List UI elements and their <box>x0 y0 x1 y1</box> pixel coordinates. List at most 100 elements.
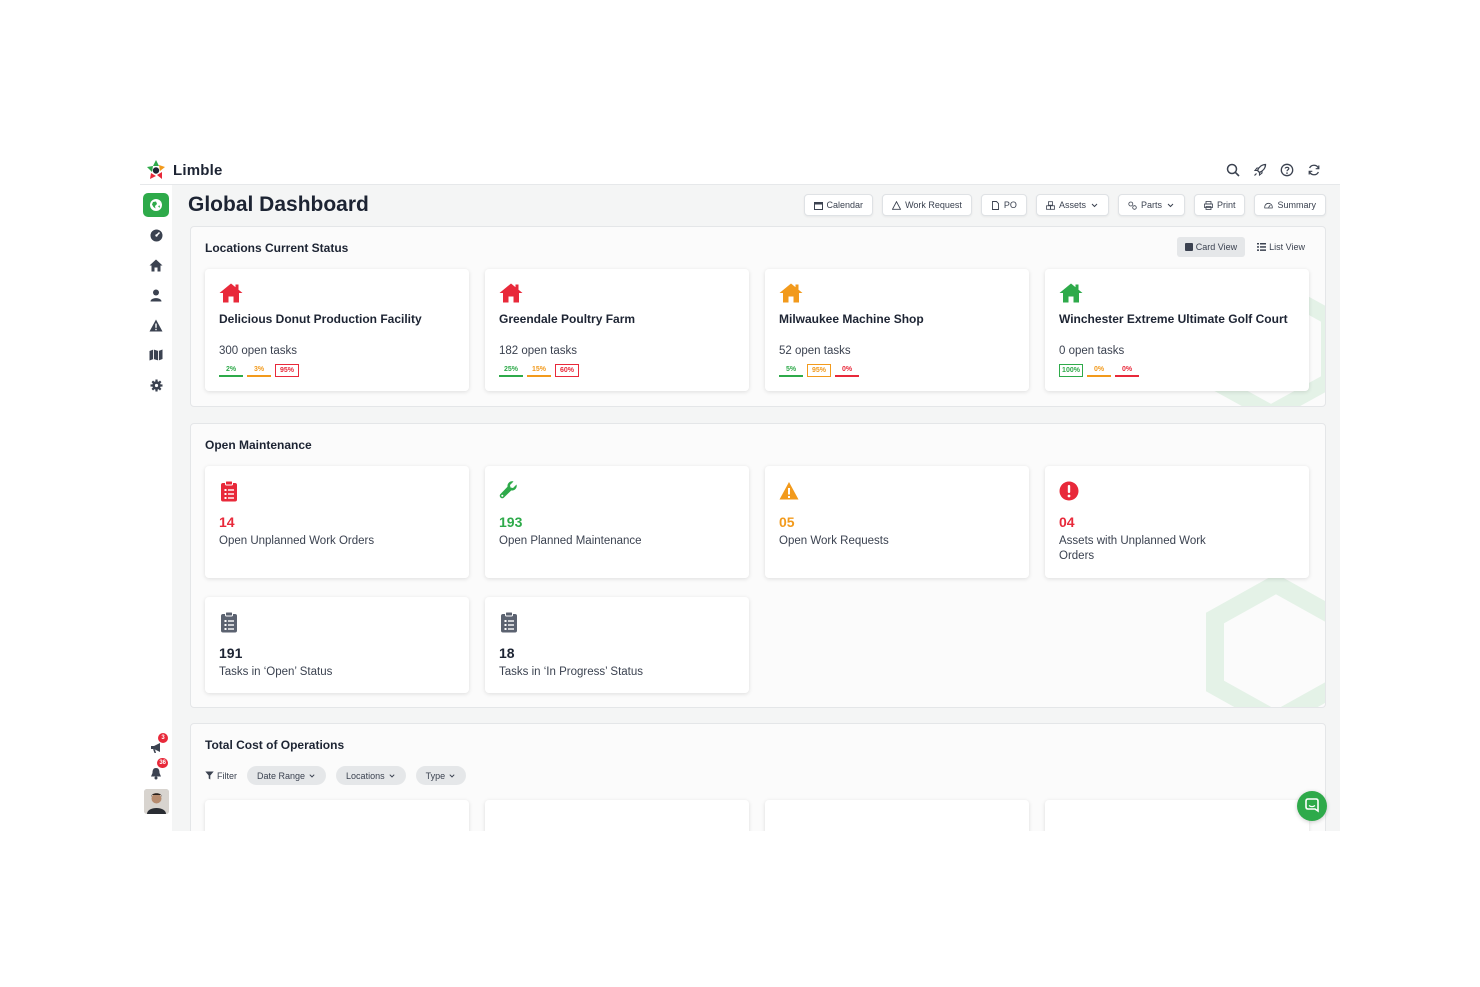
summary-button[interactable]: Summary <box>1254 194 1326 216</box>
type-filter[interactable]: Type <box>415 766 467 785</box>
locations-title: Locations Current Status <box>205 241 349 255</box>
task-percentages: 5% 95% 0% <box>779 364 859 377</box>
maintenance-card[interactable]: 191 Tasks in ‘Open’ Status <box>205 597 469 693</box>
chat-button[interactable] <box>1297 791 1327 821</box>
maintenance-count: 14 <box>219 514 235 530</box>
location-name: Greendale Poultry Farm <box>499 312 636 326</box>
maintenance-card[interactable]: 05 Open Work Requests <box>765 466 1029 578</box>
gear-icon <box>150 379 162 391</box>
maintenance-card[interactable]: 04 Assets with Unplanned Work Orders <box>1045 466 1309 578</box>
percent-badge-red: 60% <box>555 364 579 377</box>
sidebar-item-notifications[interactable]: 36 <box>143 758 169 785</box>
chevron-down-icon <box>1167 203 1174 207</box>
percent-badge-green: 5% <box>779 364 803 377</box>
cost-card <box>205 800 469 831</box>
sidebar-item-map[interactable] <box>143 343 169 367</box>
list-view-label: List View <box>1269 242 1305 252</box>
sidebar-item-announcements[interactable]: 3 <box>143 733 169 760</box>
refresh-icon[interactable] <box>1305 161 1322 178</box>
location-name: Delicious Donut Production Facility <box>219 312 422 326</box>
app-name: Limble <box>173 161 223 179</box>
location-card[interactable]: Greendale Poultry Farm 182 open tasks 25% 1… <box>485 269 749 391</box>
top-bar: Limble <box>140 155 1340 185</box>
maintenance-label: Open Work Requests <box>779 535 889 547</box>
date-range-filter[interactable]: Date Range <box>247 766 327 785</box>
logo[interactable]: Limble <box>145 159 223 181</box>
user-avatar-icon <box>144 789 169 814</box>
home-icon <box>1059 283 1083 303</box>
print-label: Print <box>1216 200 1236 210</box>
maintenance-title: Open Maintenance <box>205 438 312 452</box>
globe-icon <box>150 199 162 211</box>
percent-badge-green: 25% <box>499 364 523 377</box>
clipboard-list-icon <box>501 611 517 633</box>
task-percentages: 25% 15% 60% <box>499 364 579 377</box>
sidebar-item-dashboard[interactable] <box>143 223 169 247</box>
percent-badge-orange: 0% <box>1087 364 1111 377</box>
megaphone-icon <box>150 743 160 753</box>
calendar-icon <box>813 201 823 210</box>
announcements-badge: 3 <box>158 733 168 743</box>
assets-dropdown[interactable]: Assets <box>1035 194 1109 216</box>
square-icon <box>1184 243 1193 251</box>
cost-card <box>765 800 1029 831</box>
percent-badge-orange: 95% <box>807 364 831 377</box>
print-button[interactable]: Print <box>1193 194 1246 216</box>
calendar-button[interactable]: Calendar <box>803 194 874 216</box>
sidebar-item-global[interactable] <box>143 193 169 217</box>
home-icon <box>219 283 243 303</box>
type-filter-label: Type <box>425 770 446 781</box>
filter-label: Filter <box>205 771 237 781</box>
maintenance-card[interactable]: 193 Open Planned Maintenance <box>485 466 749 578</box>
parts-label: Parts <box>1140 200 1162 210</box>
sidebar-item-locations[interactable] <box>143 253 169 277</box>
cost-card <box>485 800 749 831</box>
work-request-button[interactable]: Work Request <box>882 194 972 216</box>
assets-label: Assets <box>1058 200 1086 210</box>
home-icon <box>499 283 523 303</box>
cost-card <box>1045 800 1309 831</box>
sidebar-item-settings[interactable] <box>143 373 169 397</box>
cost-title: Total Cost of Operations <box>205 738 345 752</box>
maintenance-count: 191 <box>219 645 243 661</box>
po-button[interactable]: PO <box>980 194 1027 216</box>
filter-text: Filter <box>217 770 237 781</box>
location-open-tasks: 300 open tasks <box>219 345 298 357</box>
card-view-label: Card View <box>1195 242 1238 252</box>
sidebar-item-alerts[interactable] <box>143 313 169 337</box>
chevron-down-icon <box>309 773 315 778</box>
maintenance-card[interactable]: 14 Open Unplanned Work Orders <box>205 466 469 578</box>
document-icon <box>991 200 999 210</box>
maintenance-label: Tasks in ‘In Progress’ Status <box>499 666 644 678</box>
maintenance-label: Assets with Unplanned Work Orders <box>1059 535 1206 562</box>
location-card[interactable]: Delicious Donut Production Facility 300 o… <box>205 269 469 391</box>
help-icon[interactable] <box>1278 161 1295 178</box>
summary-label: Summary <box>1277 200 1316 210</box>
rocket-icon[interactable] <box>1251 161 1268 178</box>
map-icon <box>149 349 163 361</box>
page-title: Global Dashboard <box>188 193 369 216</box>
home-icon <box>779 283 803 303</box>
location-name: Winchester Extreme Ultimate Golf Court <box>1059 312 1288 326</box>
maintenance-card[interactable]: 18 Tasks in ‘In Progress’ Status <box>485 597 749 693</box>
work-request-label: Work Request <box>905 200 962 210</box>
hexagon-decoration <box>1206 574 1325 707</box>
list-view-toggle[interactable]: List View <box>1249 237 1313 257</box>
card-view-toggle[interactable]: Card View <box>1176 237 1246 257</box>
task-percentages: 2% 3% 95% <box>219 364 299 377</box>
sidebar: 3 36 <box>140 185 172 831</box>
chevron-down-icon <box>449 773 455 778</box>
sidebar-item-users[interactable] <box>143 283 169 307</box>
parts-dropdown[interactable]: Parts <box>1117 194 1185 216</box>
dashboard-icon <box>150 229 162 241</box>
maintenance-panel: Open Maintenance 14 Open Unplanned Work O… <box>190 423 1326 708</box>
location-open-tasks: 0 open tasks <box>1059 345 1125 357</box>
home-icon <box>149 259 163 271</box>
list-icon <box>1257 243 1267 251</box>
app-window: Limble <box>140 155 1340 831</box>
location-card[interactable]: Winchester Extreme Ultimate Golf Court 0 … <box>1045 269 1309 391</box>
location-card[interactable]: Milwaukee Machine Shop 52 open tasks 5% 95%… <box>765 269 1029 391</box>
search-icon[interactable] <box>1224 161 1241 178</box>
avatar[interactable] <box>144 789 169 814</box>
locations-filter[interactable]: Locations <box>336 766 406 785</box>
